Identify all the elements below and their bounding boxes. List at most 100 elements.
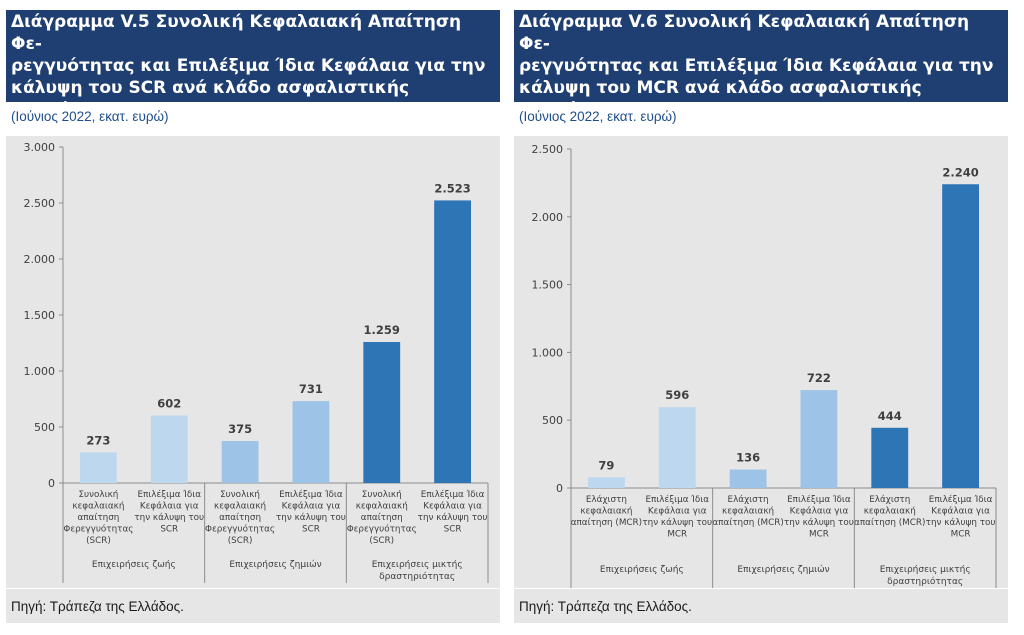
category-label-line: SCR	[160, 525, 178, 535]
y-tick-label: 2.500	[24, 197, 56, 210]
category-label: Επιλέξιμα Ίδια Κεφάλαια για την κάλυψη του…	[642, 494, 712, 540]
category-label: Επιλέξιμα Ίδια Κεφάλαια για την κάλυψη του…	[784, 494, 854, 540]
y-tick-label: 1.500	[24, 309, 56, 322]
bar	[800, 390, 838, 488]
category-label-line: Συνολική	[220, 490, 260, 500]
category-label-line: την κάλυψη του	[784, 518, 854, 528]
y-tick-label: 500	[542, 414, 563, 427]
group-label-line: Επιχειρήσεις ζωής	[92, 560, 176, 570]
category-label-line: απαίτηση	[361, 513, 403, 523]
bar	[871, 427, 909, 488]
source-note: Πηγή: Τράπεζα της Ελλάδος.	[514, 588, 1008, 623]
category-label: Συνολική κεφαλαιακή απαίτηση Φερεγγυότητας(…	[63, 490, 133, 546]
category-label-line: MCR	[809, 530, 829, 540]
chart-subtitle: (Ιούνιος 2022, εκατ. ευρώ)	[11, 109, 169, 124]
category-label-line: απαίτηση (MCR)	[571, 518, 642, 528]
chart-title-line: κάλυψη του MCR ανά κλάδο ασφαλιστικής επ…	[519, 78, 922, 120]
category-label-line: την κάλυψη του	[276, 513, 346, 523]
category-label: Επιλέξιμα Ίδια Κεφάλαια για την κάλυψη του…	[276, 489, 346, 535]
chart-title: Διάγραμμα V.5 Συνολική Κεφαλαιακή Απαίτη…	[6, 10, 500, 142]
category-label-line: Κεφάλαια για	[931, 507, 990, 517]
source-note: Πηγή: Τράπεζα της Ελλάδος.	[6, 588, 500, 623]
category-label: Επιλέξιμα Ίδια Κεφάλαια για την κάλυψη του…	[418, 489, 488, 535]
category-label-line: Ελάχιστη	[869, 495, 910, 505]
bar	[434, 200, 471, 483]
data-label: 79	[598, 458, 614, 472]
group-label: Επιχειρήσεις ζημιών	[737, 564, 829, 575]
category-label-line: Κεφάλαια για	[648, 507, 707, 517]
chart-title: Διάγραμμα V.6 Συνολική Κεφαλαιακή Απαίτη…	[514, 10, 1008, 142]
category-label-line: Ελάχιστη	[728, 495, 769, 505]
chart-title-line: κάλυψη του SCR ανά κλάδο ασφαλιστικής επ…	[11, 78, 410, 120]
group-label-line: Επιχειρήσεις μικτής	[372, 560, 463, 570]
category-label-line: Επιλέξιμα Ίδια	[279, 489, 343, 500]
category-label: Ελάχιστη κεφαλαιακή απαίτηση (MCR)	[571, 495, 642, 528]
chart-title-line: ρεγγυότητας και Επιλέξιμα Ίδια Κεφάλαια …	[11, 56, 486, 76]
category-label-line: SCR	[302, 525, 320, 535]
group-label-line: δραστηριότητας	[379, 571, 455, 582]
category-label: Επιλέξιμα Ίδια Κεφάλαια για την κάλυψη του…	[134, 489, 204, 535]
bar	[658, 407, 696, 488]
data-label: 722	[807, 371, 831, 385]
group-label-line: Επιχειρήσεις ζημιών	[737, 564, 829, 575]
category-label: Επιλέξιμα Ίδια Κεφάλαια για την κάλυψη του…	[926, 494, 996, 540]
group-label-line: δραστηριότητας	[887, 576, 963, 587]
group-label-line: Επιχειρήσεις ζημιών	[229, 559, 321, 570]
data-label: 444	[878, 409, 902, 423]
chart-title-line: Διάγραμμα V.5 Συνολική Κεφαλαιακή Απαίτη…	[11, 12, 462, 54]
category-label-line: MCR	[951, 530, 971, 540]
y-tick-label: 2.000	[24, 253, 56, 266]
bar	[942, 184, 979, 489]
y-tick-label: 500	[34, 421, 55, 434]
group-label: Επιχειρήσεις ζωής	[92, 560, 176, 570]
category-label-line: κεφαλαιακή	[864, 507, 916, 517]
category-label-line: Επιλέξιμα Ίδια	[137, 489, 201, 500]
category-label-line: κεφαλαιακή	[580, 507, 632, 517]
y-tick-label: 2.000	[532, 211, 564, 224]
y-tick-label: 1.000	[532, 346, 564, 359]
category-label-line: SCR	[444, 525, 462, 535]
category-label-line: Επιλέξιμα Ίδια	[929, 494, 993, 505]
chart-area: 0 500 1.000 1.500 2.000 2.500 3.000 273 Συνολική…	[6, 136, 500, 588]
category-label-line: την κάλυψη του	[418, 513, 488, 523]
chart-subtitle: (Ιούνιος 2022, εκατ. ευρώ)	[519, 109, 677, 124]
category-label-line: Επιλέξιμα Ίδια	[645, 494, 709, 505]
chart-title-line: Διάγραμμα V.6 Συνολική Κεφαλαιακή Απαίτη…	[519, 12, 970, 54]
bar	[292, 401, 330, 483]
chart-area: 0 500 1.000 1.500 2.000 2.500 79 Ελάχιστη κεφαλα…	[514, 136, 1008, 588]
category-label-line: (SCR)	[369, 536, 394, 546]
bar	[729, 469, 767, 488]
bar	[221, 441, 259, 483]
group-label-line: Επιχειρήσεις μικτής	[880, 565, 971, 575]
data-label: 602	[157, 397, 181, 411]
data-label: 273	[86, 433, 110, 447]
y-tick-label: 1.500	[532, 279, 564, 292]
category-label-line: Κεφάλαια για	[282, 502, 341, 512]
category-label: Συνολική κεφαλαιακή απαίτηση Φερεγγυότητας(…	[205, 490, 275, 546]
group-label: Επιχειρήσεις μικτής δραστηριότητας	[372, 560, 463, 582]
bar	[363, 341, 401, 483]
bar	[80, 452, 117, 483]
category-label-line: κεφαλαιακή	[722, 507, 774, 517]
bar	[150, 415, 188, 483]
category-label-line: Συνολική	[78, 490, 118, 500]
chart-panel-v6: Διάγραμμα V.6 Συνολική Κεφαλαιακή Απαίτη…	[514, 0, 1008, 635]
category-label-line: απαίτηση (MCR)	[854, 518, 925, 528]
data-label: 731	[299, 382, 323, 396]
category-label: Συνολική κεφαλαιακή απαίτηση Φερεγγυότητας(…	[347, 490, 417, 546]
category-label-line: Κεφάλαια για	[790, 507, 849, 517]
category-label-line: απαίτηση	[219, 513, 261, 523]
y-tick-label: 3.000	[24, 141, 56, 154]
category-label-line: Κεφάλαια για	[423, 502, 482, 512]
category-label-line: Φερεγγυότητας	[63, 524, 133, 535]
bar-chart-scr: 0 500 1.000 1.500 2.000 2.500 3.000 273 Συνολική…	[24, 141, 489, 583]
category-label: Ελάχιστη κεφαλαιακή απαίτηση (MCR)	[854, 495, 925, 528]
data-label: 596	[665, 388, 689, 402]
group-label-line: Επιχειρήσεις ζωής	[600, 565, 684, 575]
y-tick-label: 0	[48, 477, 55, 490]
y-tick-label: 2.500	[532, 143, 564, 156]
category-label-line: κεφαλαιακή	[356, 502, 408, 512]
data-label: 375	[228, 422, 252, 436]
category-label-line: κεφαλαιακή	[72, 502, 124, 512]
category-label-line: Επιλέξιμα Ίδια	[787, 494, 851, 505]
